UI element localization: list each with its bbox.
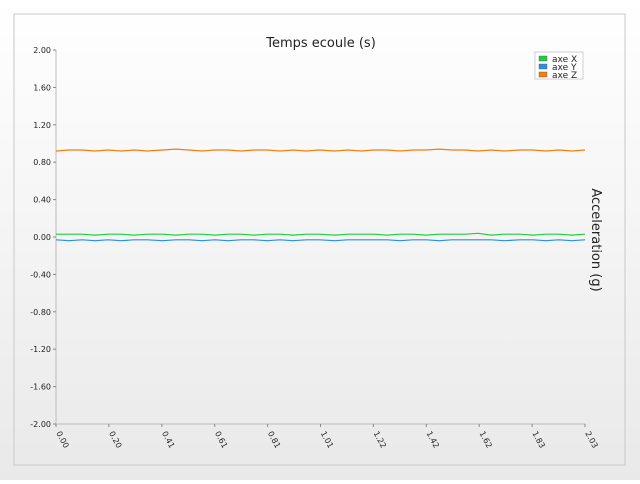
legend-swatch-axe-z xyxy=(538,71,548,78)
series-line-axe-z xyxy=(55,148,586,152)
legend-label-axe-z: axe Z xyxy=(552,71,577,81)
legend-label-axe-x: axe X xyxy=(552,55,577,65)
series-layer xyxy=(55,148,586,242)
series-line-axe-x xyxy=(56,232,586,236)
y-tick-label: -2.00 xyxy=(30,420,51,429)
y-tick-label: -1.20 xyxy=(30,345,51,354)
y-tick-label: 1.60 xyxy=(33,83,51,92)
chart-title: Temps ecoule (s) xyxy=(265,36,376,51)
legend-swatch-axe-y xyxy=(538,63,548,70)
legend-label-axe-y: axe Y xyxy=(552,63,577,73)
y-axis-label: Acceleration (g) xyxy=(588,188,603,291)
series-line-axe-y xyxy=(55,239,586,242)
y-tick-label: 1.20 xyxy=(33,121,51,130)
y-tick-label: 0.00 xyxy=(33,233,51,242)
y-tick-label: 0.40 xyxy=(33,196,51,205)
y-tick-label: -1.60 xyxy=(30,383,51,392)
plot-panel xyxy=(13,13,626,466)
legend-swatch-axe-x xyxy=(538,55,548,62)
y-tick-label: 0.80 xyxy=(33,158,51,167)
y-tick-label: -0.40 xyxy=(30,270,51,279)
y-ticks: 2.00 1.60 1.20 0.80 0.40 0.00 -0.40 -0.80 -1.20 -… xyxy=(30,46,56,429)
y-tick-label: -0.80 xyxy=(30,308,51,317)
y-tick-label: 2.00 xyxy=(33,46,51,55)
